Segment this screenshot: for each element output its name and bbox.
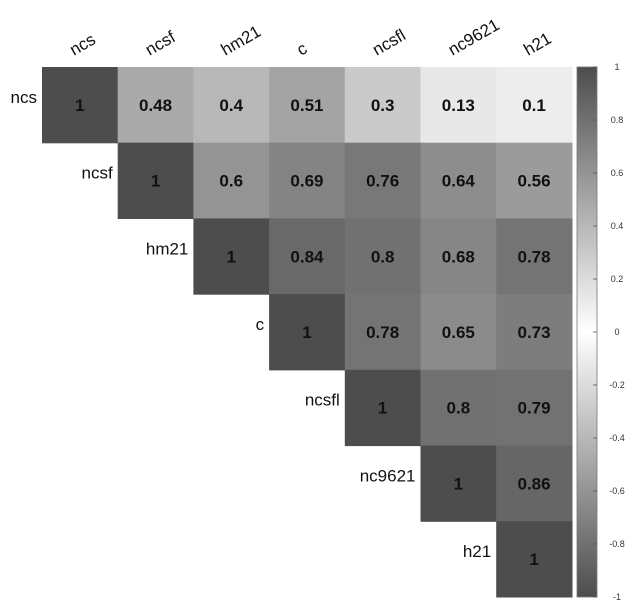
column-labels: ncs ncsf hm21 c ncsfl nc9621 h21 [66, 15, 554, 59]
cell-value-nc9621-h21: 0.86 [518, 474, 551, 493]
heatmap-cell-ncs-c [269, 67, 346, 144]
row-label-ncsfl: ncsfl [305, 391, 340, 410]
row-label-nc9621: nc9621 [360, 466, 416, 485]
column-label-ncsfl: ncsfl [369, 26, 409, 60]
cell-value-hm21-h21: 0.78 [518, 247, 551, 266]
row-label-ncs: ncs [11, 88, 37, 107]
heatmap-cell-ncs-h21 [496, 67, 573, 144]
heatmap-cell-h21-h21 [496, 521, 573, 598]
colorbar-tick-label: -1 [613, 592, 621, 602]
colorbar-tick-label: 0.4 [611, 221, 624, 231]
column-label-ncs: ncs [66, 30, 98, 60]
heatmap-cell-ncsf-h21 [496, 142, 573, 219]
cell-value-nc9621-nc9621: 1 [454, 474, 463, 493]
colorbar-tick-label: 0.6 [611, 168, 624, 178]
heatmap-cell-hm21-nc9621 [420, 218, 497, 295]
cell-value-h21-h21: 1 [529, 550, 538, 569]
cell-value-ncsfl-h21: 0.79 [518, 399, 551, 418]
heatmap-cell-c-c [269, 294, 346, 371]
colorbar-tick-label: -0.4 [609, 433, 625, 443]
heatmap-cell-ncsf-c [269, 142, 346, 219]
colorbar-tick-label: -0.8 [609, 539, 625, 549]
cell-value-hm21-hm21: 1 [227, 247, 236, 266]
heatmap-cell-nc9621-h21 [496, 445, 573, 522]
heatmap-cell-ncs-ncsfl [344, 67, 422, 144]
cell-value-hm21-c: 0.84 [290, 247, 324, 266]
colorbar-tick-label: 0.8 [611, 115, 624, 125]
heatmap-cell-ncsfl-nc9621 [420, 369, 497, 447]
cell-value-ncs-ncsfl: 0.3 [371, 96, 395, 115]
row-label-hm21: hm21 [146, 239, 189, 258]
column-label-hm21: hm21 [218, 22, 264, 60]
heatmap-cell-ncsf-ncsfl [344, 142, 422, 219]
column-label-nc9621: nc9621 [445, 15, 503, 59]
heatmap-cell-c-h21 [496, 294, 573, 371]
cell-value-ncs-ncsf: 0.48 [139, 96, 172, 115]
cell-value-ncsf-c: 0.69 [290, 172, 323, 191]
heatmap-cell-c-ncsfl [344, 294, 422, 371]
cell-value-ncsf-ncsfl: 0.76 [366, 172, 399, 191]
heatmap-cell-ncs-nc9621 [420, 67, 497, 144]
color-legend: 1 0.8 0.6 0.4 0.2 0 -0.2 -0.4 -0.6 -0.8 -1 [576, 62, 625, 602]
column-label-c: c [293, 39, 310, 60]
heatmap-cell-ncsfl-h21 [496, 369, 573, 447]
cell-value-ncs-h21: 0.1 [522, 96, 546, 115]
colorbar-tick-label: 0 [614, 327, 619, 337]
colorbar-tick-label: 0.2 [611, 274, 624, 284]
colorbar-tick-label: 1 [614, 62, 619, 72]
row-label-c: c [256, 315, 265, 334]
cell-value-ncsfl-nc9621: 0.8 [447, 399, 471, 418]
row-label-h21: h21 [463, 542, 491, 561]
cell-value-ncs-ncs: 1 [75, 96, 84, 115]
heatmap-cell-ncs-hm21 [193, 67, 270, 144]
heatmap-cell-ncs-ncs [42, 67, 119, 144]
column-label-ncsf: ncsf [142, 27, 179, 59]
heatmap-cell-nc9621-nc9621 [420, 445, 497, 522]
cell-value-ncsf-hm21: 0.6 [219, 172, 243, 191]
cell-value-ncsf-h21: 0.56 [518, 172, 551, 191]
cell-value-ncs-nc9621: 0.13 [442, 96, 475, 115]
colorbar-tick-label: -0.2 [609, 380, 625, 390]
cell-value-ncs-c: 0.51 [290, 96, 323, 115]
cell-value-c-ncsfl: 0.78 [366, 323, 399, 342]
cell-value-hm21-nc9621: 0.68 [442, 247, 475, 266]
colorbar-tick-label: -0.6 [609, 486, 625, 496]
heatmap-cell-ncsfl-ncsfl [344, 369, 422, 447]
cell-value-ncsfl-ncsfl: 1 [378, 399, 387, 418]
heatmap-cell-hm21-h21 [496, 218, 573, 295]
cell-value-ncsf-nc9621: 0.64 [442, 172, 476, 191]
heatmap-cell-hm21-ncsfl [344, 218, 422, 295]
column-label-h21: h21 [521, 29, 555, 60]
cell-value-hm21-ncsfl: 0.8 [371, 247, 395, 266]
cell-value-c-h21: 0.73 [518, 323, 551, 342]
heatmap-cell-ncs-ncsf [117, 67, 194, 144]
heatmap-cell-ncsf-hm21 [193, 142, 270, 219]
heatmap-cells: 1 0.48 0.4 0.51 0.3 0.13 0.1 1 0.6 0.69 0.76 0.64 0.… [42, 67, 573, 598]
heatmap-cell-hm21-hm21 [193, 218, 270, 295]
heatmap-cell-hm21-c [269, 218, 346, 295]
cell-value-c-c: 1 [302, 323, 311, 342]
row-labels: ncs ncsf hm21 c ncsfl nc9621 h21 [11, 88, 492, 561]
heatmap-cell-ncsf-nc9621 [420, 142, 497, 219]
heatmap-cell-ncsf-ncsf [117, 142, 194, 219]
cell-value-ncsf-ncsf: 1 [151, 172, 160, 191]
heatmap-cell-c-nc9621 [420, 294, 497, 371]
cell-value-ncs-hm21: 0.4 [219, 96, 243, 115]
cell-value-c-nc9621: 0.65 [442, 323, 475, 342]
row-label-ncsf: ncsf [82, 164, 113, 183]
